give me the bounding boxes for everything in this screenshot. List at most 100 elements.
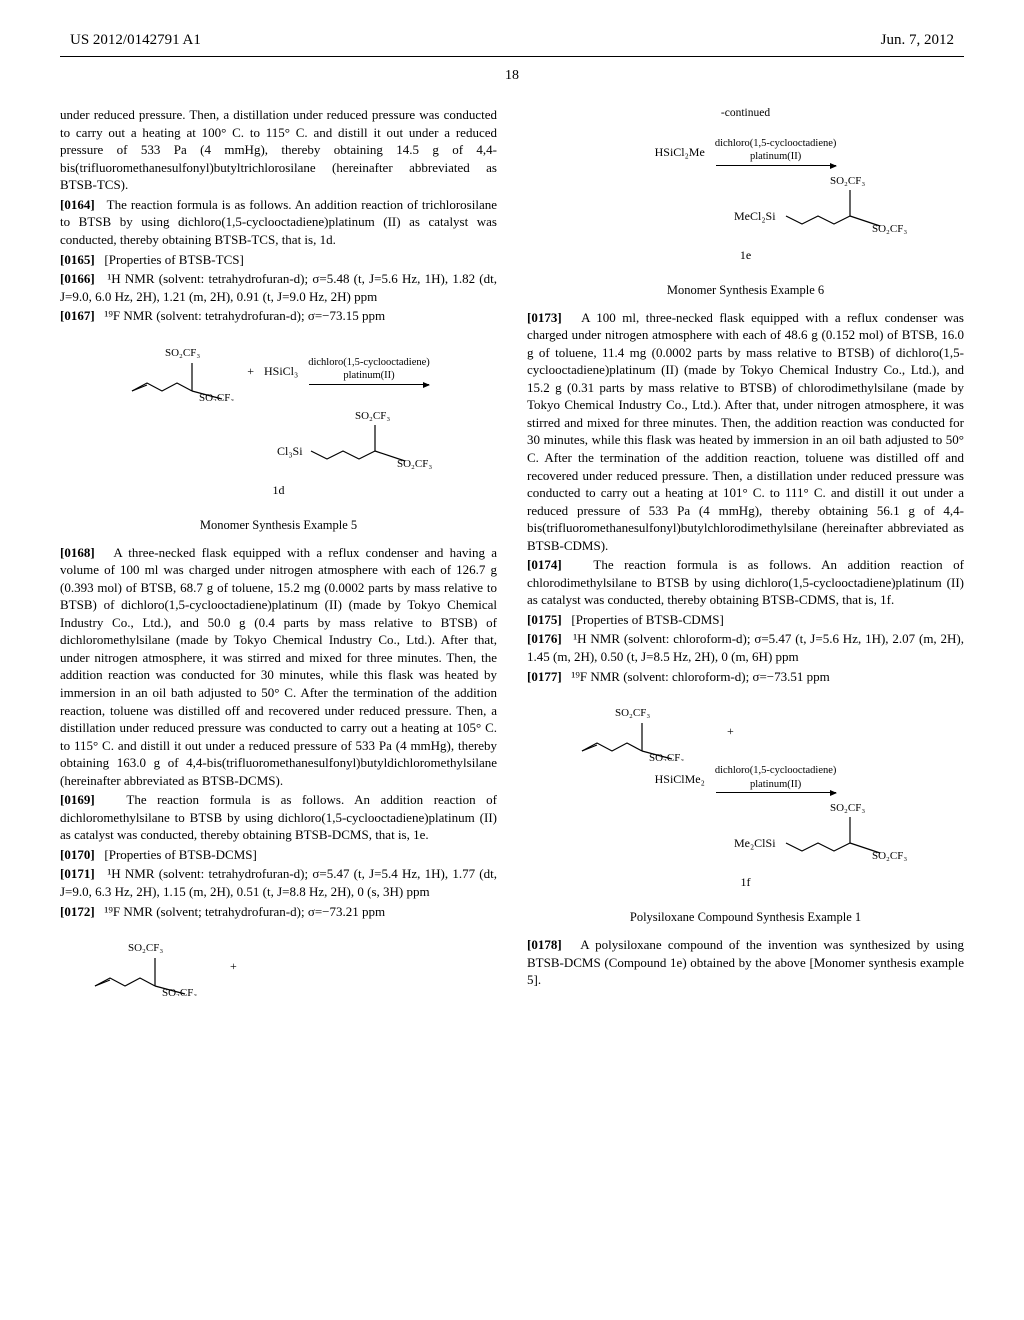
para-0176: [0176] ¹H NMR (solvent: chloroform-d); σ… — [527, 630, 964, 665]
para-text: The reaction formula is as follows. An a… — [60, 792, 497, 842]
page-header: US 2012/0142791 A1 Jun. 7, 2012 — [60, 30, 964, 57]
para-0174: [0174] The reaction formula is as follow… — [527, 556, 964, 609]
para-0164: [0164] The reaction formula is as follow… — [60, 196, 497, 249]
page-number: 18 — [60, 67, 964, 86]
catalyst-label-2: platinum(II) — [343, 370, 394, 382]
para-text: [Properties of BTSB-DCMS] — [104, 847, 256, 862]
para-text: A 100 ml, three-necked flask equipped wi… — [527, 310, 964, 553]
para-text: ¹⁹F NMR (solvent: tetrahydrofuran-d); σ=… — [104, 308, 385, 323]
para-num: [0178] — [527, 937, 562, 952]
para-num: [0172] — [60, 904, 95, 919]
svg-text:SO₂CF₃: SO₂CF₃ — [830, 802, 865, 814]
svg-text:SO₂CF₃: SO₂CF₃ — [128, 942, 163, 954]
catalyst-label-1: dichloro(1,5-cyclooctadiene) — [715, 765, 837, 777]
plus-sign: + — [727, 722, 734, 740]
para-num: [0174] — [527, 557, 562, 572]
right-column: -continued HSiCl₂Me dichloro(1,5-cyclooc… — [527, 106, 964, 1012]
catalyst-label-1: dichloro(1,5-cyclooctadiene) — [715, 138, 837, 150]
para-num: [0164] — [60, 197, 95, 212]
left-column: under reduced pressure. Then, a distilla… — [60, 106, 497, 1012]
svg-text:SO₂CF₃: SO₂CF₃ — [615, 707, 650, 719]
reagent-label: HSiClMe₂ — [655, 770, 705, 788]
reaction-scheme-1f: SO₂CF₃ SO₂CF₃ + HSiClMe₂ dichloro(1,5-cy… — [527, 701, 964, 891]
svg-text:SO₂CF₃: SO₂CF₃ — [830, 175, 865, 187]
plus-sign: + — [230, 957, 237, 975]
para-num: [0173] — [527, 310, 562, 325]
compound-label-1d: 1d — [60, 481, 497, 499]
reaction-scheme-1e-cont: HSiCl₂Me dichloro(1,5-cyclooctadiene) pl… — [527, 138, 964, 264]
para-text: ¹⁹F NMR (solvent; tetrahydrofuran-d); σ=… — [104, 904, 385, 919]
svg-text:SO₂CF₃: SO₂CF₃ — [649, 752, 684, 761]
reagent-label: HSiCl₃ — [264, 362, 298, 380]
para-text: ¹H NMR (solvent: chloroform-d); σ=5.47 (… — [527, 631, 964, 664]
para-0163-cont: under reduced pressure. Then, a distilla… — [60, 106, 497, 194]
para-0172: [0172] ¹⁹F NMR (solvent; tetrahydrofuran… — [60, 903, 497, 921]
compound-label-1e: 1e — [527, 246, 964, 264]
para-text: ¹H NMR (solvent: tetrahydrofuran-d); σ=5… — [60, 271, 497, 304]
column-layout: under reduced pressure. Then, a distilla… — [60, 106, 964, 1012]
para-num: [0171] — [60, 866, 95, 881]
para-num: [0165] — [60, 252, 95, 267]
svg-text:SO₂CF₃: SO₂CF₃ — [872, 223, 907, 235]
compound-label-1f: 1f — [527, 873, 964, 891]
para-0178: [0178] A polysiloxane compound of the in… — [527, 936, 964, 989]
section-title-ex5: Monomer Synthesis Example 5 — [60, 517, 497, 534]
para-text: ¹⁹F NMR (solvent: chloroform-d); σ=−73.5… — [571, 669, 829, 684]
para-num: [0170] — [60, 847, 95, 862]
para-0177: [0177] ¹⁹F NMR (solvent: chloroform-d); … — [527, 668, 964, 686]
reaction-arrow: dichloro(1,5-cyclooctadiene) platinum(II… — [715, 138, 837, 166]
publication-date: Jun. 7, 2012 — [881, 30, 954, 50]
para-num: [0167] — [60, 308, 95, 323]
para-text: The reaction formula is as follows. An a… — [60, 197, 497, 247]
para-0170: [0170] [Properties of BTSB-DCMS] — [60, 846, 497, 864]
svg-text:SO₂CF₃: SO₂CF₃ — [355, 410, 390, 422]
catalyst-label-2: platinum(II) — [750, 151, 801, 163]
structure-product-1e-icon: MeCl₂Si SO₂CF₃ SO₂CF₃ — [734, 170, 934, 240]
svg-text:Me₂ClSi: Me₂ClSi — [734, 836, 776, 850]
structure-btsb-icon: SO₂CF₃ SO₂CF₃ — [90, 936, 220, 996]
svg-text:SO₂CF₃: SO₂CF₃ — [162, 987, 197, 996]
para-0175: [0175] [Properties of BTSB-CDMS] — [527, 611, 964, 629]
structure-btsb-icon: SO₂CF₃ SO₂CF₃ — [127, 341, 237, 401]
para-num: [0175] — [527, 612, 562, 627]
para-0168: [0168] A three-necked flask equipped wit… — [60, 544, 497, 790]
para-0166: [0166] ¹H NMR (solvent: tetrahydrofuran-… — [60, 270, 497, 305]
para-0169: [0169] The reaction formula is as follow… — [60, 791, 497, 844]
para-0171: [0171] ¹H NMR (solvent: tetrahydrofuran-… — [60, 865, 497, 900]
para-text: ¹H NMR (solvent: tetrahydrofuran-d); σ=5… — [60, 866, 497, 899]
para-text: [Properties of BTSB-CDMS] — [571, 612, 723, 627]
reaction-arrow: dichloro(1,5-cyclooctadiene) platinum(II… — [715, 765, 837, 793]
continued-label: -continued — [527, 106, 964, 122]
plus-sign: + — [247, 362, 254, 380]
para-text: A polysiloxane compound of the invention… — [527, 937, 964, 987]
para-num: [0166] — [60, 271, 95, 286]
reaction-scheme-1d: SO₂CF₃ SO₂CF₃ + HSiCl₃ dichloro(1,5-cycl… — [60, 341, 497, 499]
para-num: [0169] — [60, 792, 95, 807]
para-0165: [0165] [Properties of BTSB-TCS] — [60, 251, 497, 269]
structure-product-1f-icon: Me₂ClSi SO₂CF₃ SO₂CF₃ — [734, 797, 934, 867]
para-text: [Properties of BTSB-TCS] — [104, 252, 243, 267]
section-title-poly1: Polysiloxane Compound Synthesis Example … — [527, 909, 964, 926]
svg-text:SO₂CF₃: SO₂CF₃ — [872, 850, 907, 862]
svg-text:SO₂CF₃: SO₂CF₃ — [165, 347, 200, 359]
para-0167: [0167] ¹⁹F NMR (solvent: tetrahydrofuran… — [60, 307, 497, 325]
svg-text:Cl₃Si: Cl₃Si — [277, 444, 303, 458]
publication-number: US 2012/0142791 A1 — [70, 30, 201, 50]
reagent-label: HSiCl₂Me — [655, 143, 705, 161]
reaction-arrow: dichloro(1,5-cyclooctadiene) platinum(II… — [308, 357, 430, 385]
structure-btsb-icon: SO₂CF₃ SO₂CF₃ — [577, 701, 717, 761]
para-0173: [0173] A 100 ml, three-necked flask equi… — [527, 309, 964, 555]
catalyst-label-2: platinum(II) — [750, 779, 801, 791]
para-num: [0177] — [527, 669, 562, 684]
para-text: A three-necked flask equipped with a ref… — [60, 545, 497, 788]
para-text: The reaction formula is as follows. An a… — [527, 557, 964, 607]
patent-page: US 2012/0142791 A1 Jun. 7, 2012 18 under… — [0, 0, 1024, 1042]
structure-product-1d-icon: Cl₃Si SO₂CF₃ SO₂CF₃ — [277, 405, 457, 475]
para-num: [0176] — [527, 631, 562, 646]
catalyst-label-1: dichloro(1,5-cyclooctadiene) — [308, 357, 430, 369]
reaction-scheme-1e-start: SO₂CF₃ SO₂CF₃ + — [60, 936, 497, 996]
section-title-ex6: Monomer Synthesis Example 6 — [527, 282, 964, 299]
svg-text:SO₂CF₃: SO₂CF₃ — [199, 392, 234, 401]
svg-text:SO₂CF₃: SO₂CF₃ — [397, 458, 432, 470]
svg-text:MeCl₂Si: MeCl₂Si — [734, 209, 776, 223]
